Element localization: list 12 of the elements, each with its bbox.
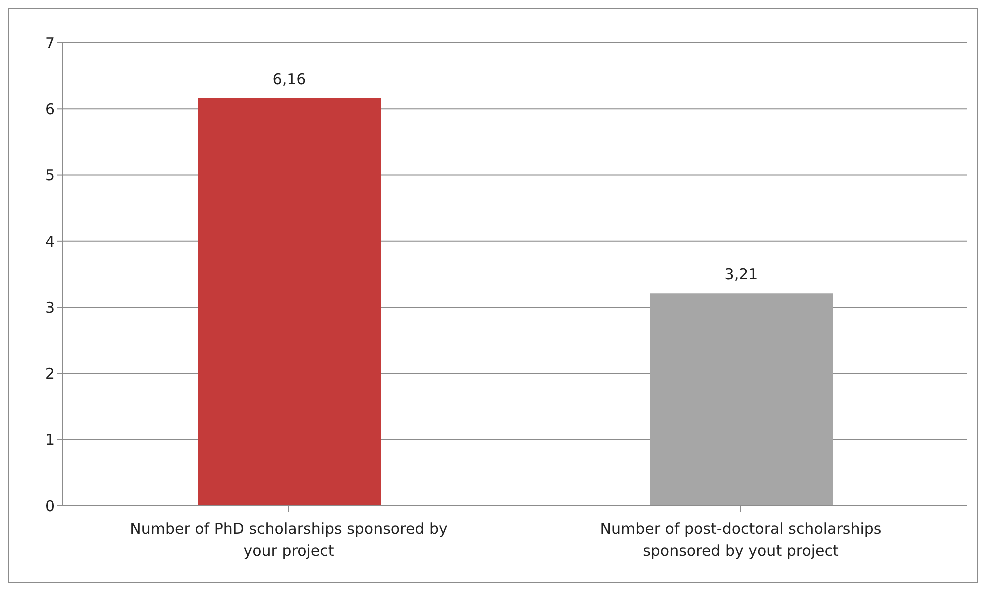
y-tick-label: 2 — [45, 365, 55, 384]
y-tick-label: 1 — [45, 431, 55, 450]
y-tick-label: 7 — [45, 34, 55, 52]
y-tick-label: 0 — [45, 497, 55, 516]
y-tick-label: 3 — [45, 298, 55, 317]
y-tick-label: 4 — [45, 232, 55, 251]
data-label: 3,21 — [724, 266, 758, 284]
y-tick-label: 5 — [45, 166, 55, 185]
x-tick-label: Number of post-doctoral scholarships sponsored by yout project — [600, 520, 882, 560]
y-tick-label: 6 — [45, 100, 55, 118]
data-label: 6,16 — [272, 70, 306, 89]
x-tick-label: Number of PhD scholarships sponsored by your project — [130, 520, 448, 560]
